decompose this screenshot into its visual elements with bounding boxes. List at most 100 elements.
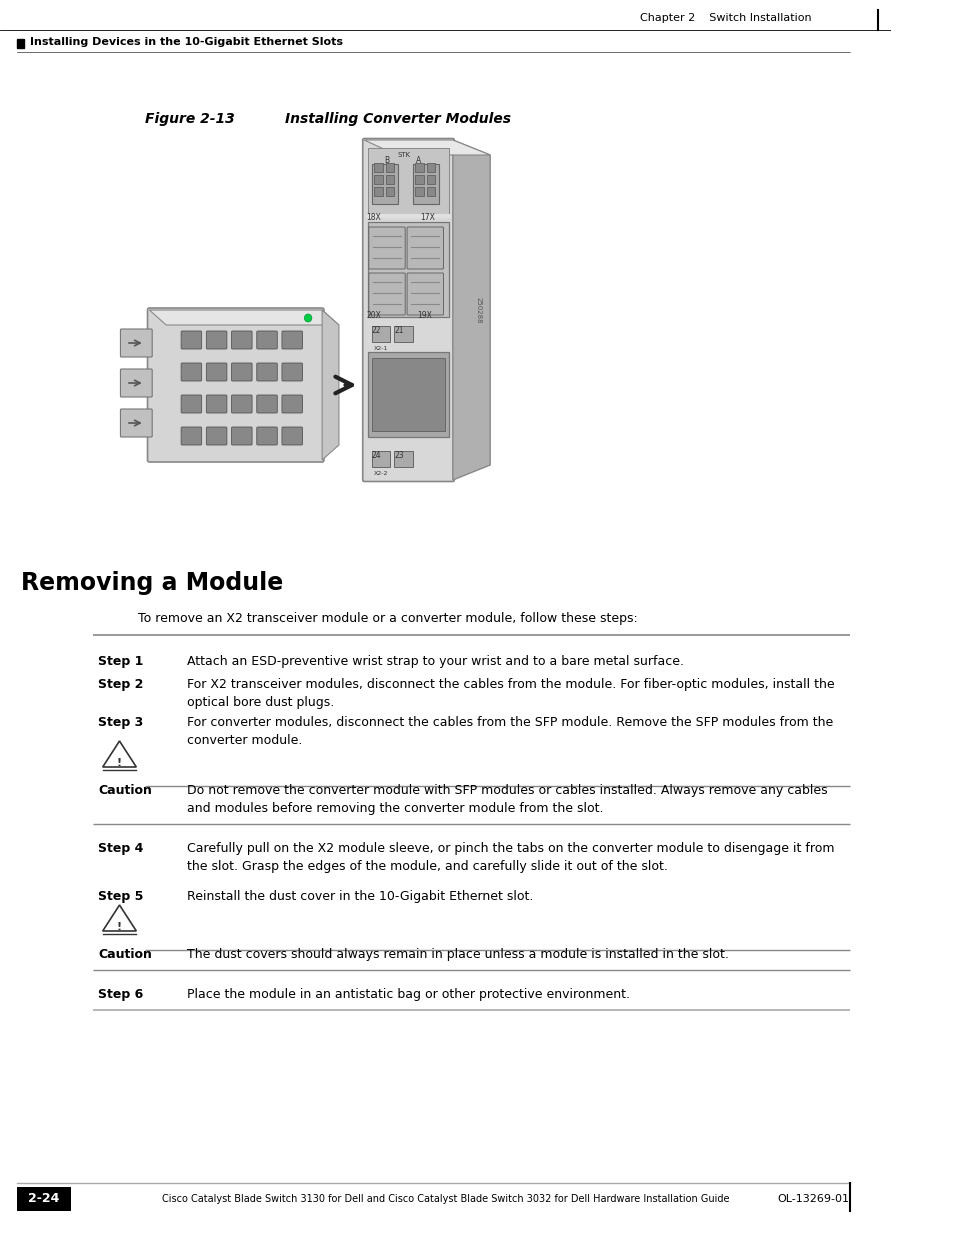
Bar — [372, 164, 397, 204]
Text: For converter modules, disconnect the cables from the SFP module. Remove the SFP: For converter modules, disconnect the ca… — [187, 716, 832, 747]
Text: Removing a Module: Removing a Module — [21, 571, 282, 595]
Text: 20X: 20X — [366, 311, 380, 320]
Text: A: A — [416, 156, 420, 165]
Text: Installing Converter Modules: Installing Converter Modules — [285, 112, 510, 126]
Bar — [413, 164, 438, 204]
FancyBboxPatch shape — [232, 331, 252, 350]
Bar — [368, 148, 449, 216]
Polygon shape — [150, 310, 338, 325]
Text: The dust covers should always remain in place unless a module is installed in th: The dust covers should always remain in … — [187, 948, 728, 961]
FancyBboxPatch shape — [206, 395, 227, 412]
FancyBboxPatch shape — [206, 331, 227, 350]
Text: 17X: 17X — [419, 212, 435, 222]
FancyBboxPatch shape — [256, 395, 277, 412]
Text: Carefully pull on the X2 module sleeve, or pinch the tabs on the converter modul: Carefully pull on the X2 module sleeve, … — [187, 842, 833, 873]
Text: Step 1: Step 1 — [98, 655, 143, 668]
Text: To remove an X2 transceiver module or a converter module, follow these steps:: To remove an X2 transceiver module or a … — [138, 613, 638, 625]
Bar — [394, 326, 413, 342]
Text: Step 3: Step 3 — [98, 716, 143, 729]
FancyBboxPatch shape — [282, 427, 302, 445]
Text: 21: 21 — [394, 326, 403, 335]
Bar — [385, 186, 394, 196]
FancyBboxPatch shape — [181, 331, 201, 350]
FancyBboxPatch shape — [120, 369, 152, 396]
Polygon shape — [103, 905, 136, 931]
Bar — [416, 175, 423, 184]
Bar — [368, 222, 449, 317]
Bar — [374, 163, 382, 172]
Text: !: ! — [117, 758, 122, 768]
FancyBboxPatch shape — [256, 363, 277, 382]
Text: Chapter 2    Switch Installation: Chapter 2 Switch Installation — [639, 14, 810, 23]
Bar — [17, 40, 24, 48]
Bar — [372, 451, 390, 467]
FancyBboxPatch shape — [181, 427, 201, 445]
Bar — [374, 186, 382, 196]
FancyBboxPatch shape — [181, 395, 201, 412]
Polygon shape — [453, 140, 490, 480]
Text: Caution: Caution — [98, 948, 152, 961]
Text: Attach an ESD-preventive wrist strap to your wrist and to a bare metal surface.: Attach an ESD-preventive wrist strap to … — [187, 655, 683, 668]
Bar — [416, 163, 423, 172]
Text: Step 4: Step 4 — [98, 842, 143, 855]
Text: Figure 2-13: Figure 2-13 — [145, 112, 234, 126]
Bar — [372, 326, 390, 342]
Text: Installing Devices in the 10-Gigabit Ethernet Slots: Installing Devices in the 10-Gigabit Eth… — [30, 37, 342, 47]
FancyBboxPatch shape — [206, 427, 227, 445]
Text: 19X: 19X — [416, 311, 432, 320]
Bar — [426, 186, 435, 196]
FancyBboxPatch shape — [232, 395, 252, 412]
FancyBboxPatch shape — [120, 329, 152, 357]
Text: OL-13269-01: OL-13269-01 — [777, 1194, 849, 1204]
FancyBboxPatch shape — [407, 273, 443, 315]
FancyBboxPatch shape — [148, 308, 324, 462]
Circle shape — [304, 314, 312, 322]
FancyBboxPatch shape — [232, 363, 252, 382]
Text: Step 5: Step 5 — [98, 890, 143, 903]
Text: 2-24: 2-24 — [29, 1193, 59, 1205]
Bar — [394, 451, 413, 467]
Text: X2-2: X2-2 — [374, 471, 388, 475]
Polygon shape — [103, 741, 136, 767]
Text: Cisco Catalyst Blade Switch 3130 for Dell and Cisco Catalyst Blade Switch 3032 f: Cisco Catalyst Blade Switch 3130 for Del… — [161, 1194, 728, 1204]
Text: Place the module in an antistatic bag or other protective environment.: Place the module in an antistatic bag or… — [187, 988, 629, 1002]
Text: For X2 transceiver modules, disconnect the cables from the module. For fiber-opt: For X2 transceiver modules, disconnect t… — [187, 678, 834, 709]
Bar — [372, 358, 445, 431]
Bar — [385, 175, 394, 184]
Text: 24: 24 — [372, 451, 381, 459]
Polygon shape — [364, 140, 490, 156]
Polygon shape — [322, 310, 338, 459]
FancyBboxPatch shape — [232, 427, 252, 445]
Bar — [385, 163, 394, 172]
Text: Caution: Caution — [98, 784, 152, 797]
Bar — [374, 175, 382, 184]
Text: !: ! — [117, 923, 122, 932]
Text: 22: 22 — [372, 326, 380, 335]
Text: B: B — [384, 156, 390, 165]
FancyBboxPatch shape — [282, 395, 302, 412]
Text: STK: STK — [397, 152, 411, 158]
Bar — [17, 1187, 71, 1212]
FancyBboxPatch shape — [369, 227, 405, 269]
FancyBboxPatch shape — [256, 427, 277, 445]
Text: Do not remove the converter module with SFP modules or cables installed. Always : Do not remove the converter module with … — [187, 784, 826, 815]
Bar — [416, 186, 423, 196]
Text: Step 2: Step 2 — [98, 678, 143, 692]
FancyBboxPatch shape — [120, 409, 152, 437]
FancyBboxPatch shape — [369, 273, 405, 315]
Bar — [368, 352, 449, 437]
Text: X2-1: X2-1 — [374, 346, 388, 351]
Text: 250288: 250288 — [475, 296, 480, 324]
FancyBboxPatch shape — [282, 363, 302, 382]
Bar — [426, 163, 435, 172]
FancyBboxPatch shape — [181, 363, 201, 382]
Text: 23: 23 — [394, 451, 403, 459]
Bar — [426, 175, 435, 184]
FancyBboxPatch shape — [407, 227, 443, 269]
Bar — [366, 214, 451, 219]
Text: Reinstall the dust cover in the 10-Gigabit Ethernet slot.: Reinstall the dust cover in the 10-Gigab… — [187, 890, 533, 903]
FancyBboxPatch shape — [362, 138, 454, 482]
Text: 18X: 18X — [366, 212, 380, 222]
FancyBboxPatch shape — [206, 363, 227, 382]
Text: Step 6: Step 6 — [98, 988, 143, 1002]
